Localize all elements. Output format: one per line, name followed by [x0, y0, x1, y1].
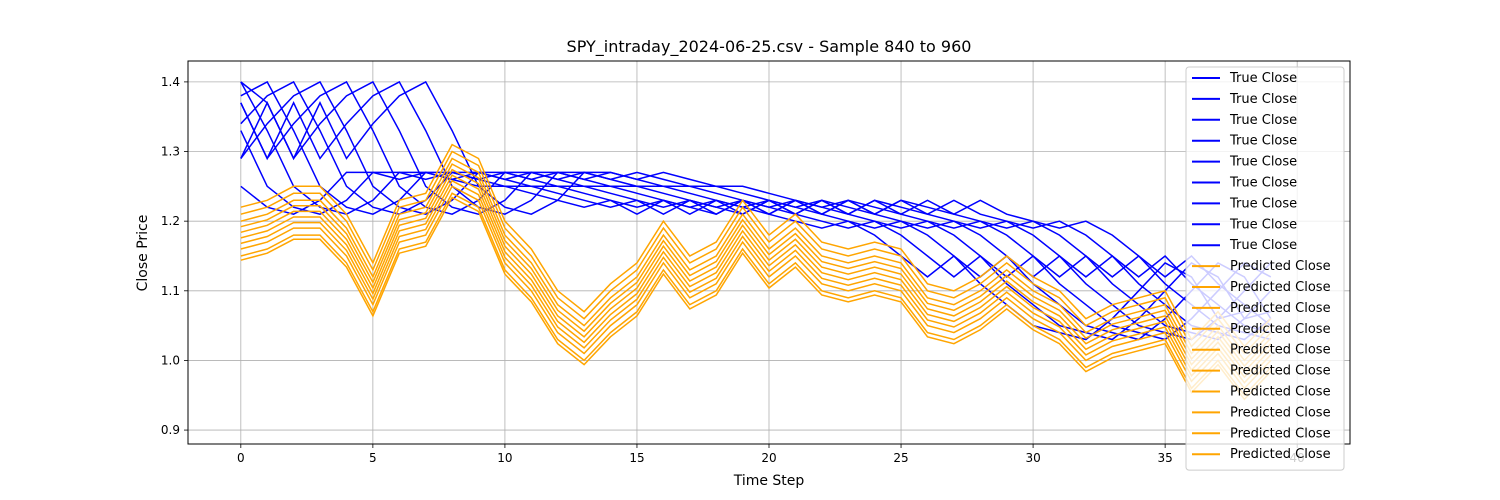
y-tick-label: 1.4: [161, 75, 180, 89]
predicted-close-line-10: [240, 196, 1272, 401]
predicted-close-line-9: [240, 192, 1272, 397]
legend-label: Predicted Close: [1230, 385, 1331, 400]
legend-label: True Close: [1229, 238, 1297, 253]
y-tick-label: 1.0: [161, 353, 180, 367]
legend-label: Predicted Close: [1230, 405, 1331, 420]
legend-label: Predicted Close: [1230, 259, 1331, 274]
legend-label: Predicted Close: [1230, 301, 1331, 316]
true-close-line-2: [240, 80, 1271, 334]
predicted-close-line-5: [240, 168, 1272, 373]
x-tick-label: 35: [1157, 451, 1172, 465]
predicted-close-line-6: [240, 174, 1272, 379]
y-tick-label: 1.2: [161, 214, 180, 228]
y-tick-label: 1.3: [161, 145, 180, 159]
legend-label: True Close: [1229, 217, 1297, 232]
predicted-close-line-7: [240, 179, 1272, 384]
plot-lines: [240, 80, 1272, 401]
predicted-close-line-8: [240, 185, 1272, 390]
legend-label: True Close: [1229, 71, 1297, 86]
x-tick-label: 5: [369, 451, 377, 465]
legend-label: Predicted Close: [1230, 322, 1331, 337]
y-tick-label: 1.1: [161, 284, 180, 298]
legend-label: Predicted Close: [1230, 364, 1331, 379]
legend-label: Predicted Close: [1230, 343, 1331, 358]
x-tick-label: 30: [1025, 451, 1040, 465]
predicted-close-line-1: [240, 143, 1272, 348]
true-close-line-1: [240, 80, 1272, 327]
legend-label: True Close: [1229, 134, 1297, 149]
legend-label: True Close: [1229, 196, 1297, 211]
chart-title: SPY_intraday_2024-06-25.csv - Sample 840…: [567, 37, 972, 57]
legend: True Close True Close True Close True Close…: [1185, 66, 1345, 471]
legend-label: True Close: [1229, 113, 1297, 128]
y-axis-label: Close Price: [135, 215, 151, 292]
x-tick-label: 15: [629, 451, 644, 465]
predicted-close-line-3: [240, 157, 1272, 362]
legend-label: Predicted Close: [1230, 447, 1331, 462]
x-tick-label: 20: [761, 451, 776, 465]
legend-label: Predicted Close: [1230, 426, 1331, 441]
x-tick-label: 25: [893, 451, 908, 465]
legend-label: True Close: [1229, 155, 1297, 170]
x-tick-label: 0: [237, 451, 245, 465]
true-close-line-7: [240, 80, 1272, 341]
legend-box: [1185, 66, 1345, 471]
y-tick-label: 0.9: [161, 423, 180, 437]
legend-label: True Close: [1229, 176, 1297, 191]
x-tick-label: 10: [497, 451, 512, 465]
legend-label: True Close: [1229, 92, 1297, 107]
predicted-close-line-2: [240, 150, 1272, 355]
predicted-close-line-4: [240, 163, 1272, 368]
legend-label: Predicted Close: [1230, 280, 1331, 295]
x-axis-label: Time Step: [733, 473, 805, 489]
